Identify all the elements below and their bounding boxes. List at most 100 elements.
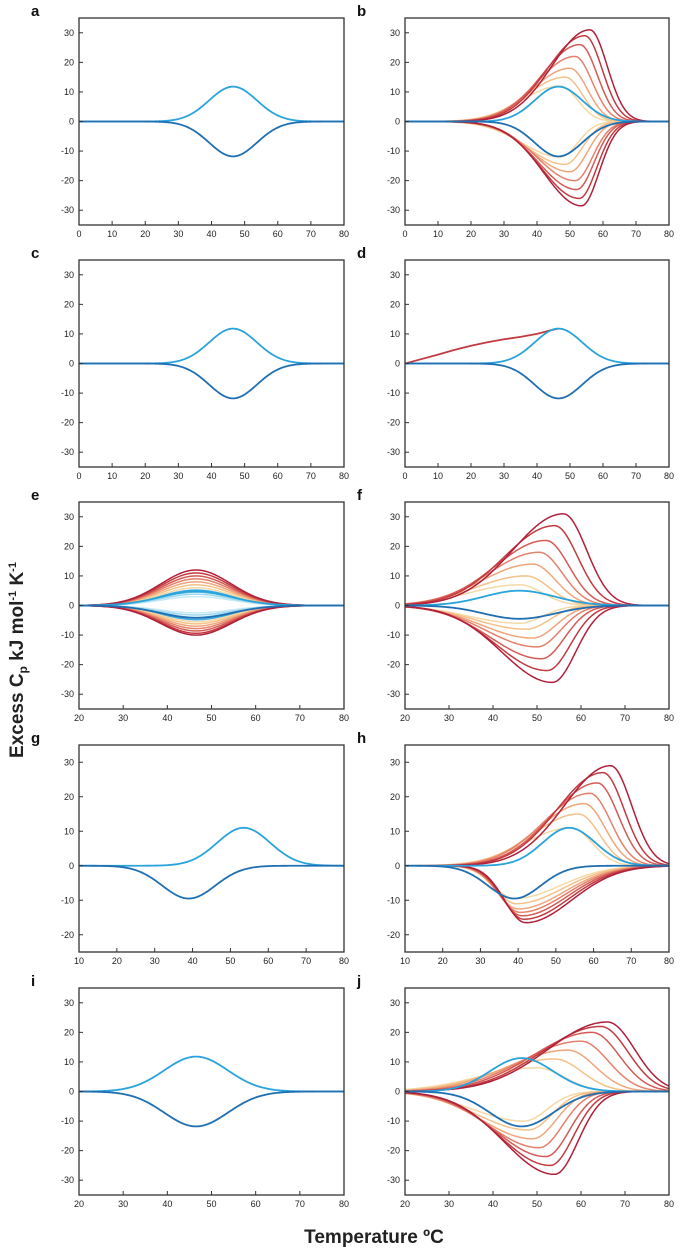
y-tick-label: 30 [390,270,400,280]
series-line-1 [79,1090,344,1128]
y-tick-label: -10 [387,630,400,640]
y-tick-label: 30 [64,512,74,522]
y-tick-label: 0 [395,117,400,127]
x-tick-label: 30 [118,713,128,723]
y-tick-label: 30 [390,757,400,767]
y-tick-label: 10 [390,571,400,581]
x-tick-label: 60 [251,713,261,723]
y-tick-label: -10 [61,388,74,398]
panel-c: c 0 10 20 30 40 50 60 70 80 -30 -20 -10 0 10 20 30 [31,245,349,481]
panel-i: i 20 30 40 50 60 70 80 -30 -20 -10 0 10 20 30 [31,973,349,1209]
x-tick-label: 80 [664,956,674,966]
y-tick-label: -20 [61,930,74,940]
panel-f: f 20 30 40 50 60 70 80 -30 -20 -10 0 10 20 30 [357,487,674,723]
plot-area-h [405,764,669,924]
x-tick-label: 80 [339,713,349,723]
x-tick-label: 0 [76,229,81,239]
x-tick-label: 50 [532,1199,542,1209]
panel-g: g 10 20 30 40 50 60 70 80 -20 -10 0 10 20 30 [31,730,349,966]
series-line-family-2 [405,67,669,123]
x-tick-label: 50 [551,956,561,966]
y-tick-label: 10 [64,87,74,97]
y-tick-label: -20 [387,1146,400,1156]
x-tick-label: 10 [107,229,117,239]
x-tick-label: 60 [576,1199,586,1209]
series-line-family-6 [405,513,669,607]
y-tick-label: 30 [64,28,74,38]
series-line-family-5 [405,34,669,123]
x-tick-label: 80 [664,471,674,481]
x-tick-label: 70 [295,713,305,723]
x-tick-label: 30 [173,471,183,481]
x-tick-label: 70 [620,713,630,723]
plot-area-i [79,1055,344,1128]
x-tick-label: 30 [499,229,509,239]
x-tick-label: 30 [475,956,485,966]
x-axis-title: Temperature ºC [304,1227,444,1248]
x-tick-label: 60 [273,229,283,239]
series-line-0 [405,327,559,365]
panel-j: j 20 30 40 50 60 70 80 -30 -20 -10 0 10 20 30 [356,973,674,1209]
y-tick-label: -30 [387,1175,400,1185]
series-line-1 [405,864,669,900]
x-tick-label: 70 [306,471,316,481]
y-tick-label: 30 [64,998,74,1008]
y-tick-label: 20 [390,299,400,309]
y-tick-label: 20 [64,299,74,309]
y-tick-label: 0 [395,601,400,611]
x-tick-label: 20 [140,229,150,239]
x-tick-label: 60 [576,713,586,723]
y-tick-label: -20 [387,176,400,186]
y-tick-label: 0 [69,1087,74,1097]
x-tick-label: 50 [532,713,542,723]
panel-e: e 20 30 40 50 60 70 80 -30 -20 -10 0 10 20 30 [31,487,349,723]
x-tick-label: 60 [589,956,599,966]
y-tick-label: 10 [64,826,74,836]
x-tick-label: 60 [263,956,273,966]
y-tick-label: 0 [395,1087,400,1097]
plot-area-c [79,327,344,400]
x-tick-label: 20 [438,956,448,966]
x-tick-label: 40 [162,713,172,723]
panel-letter-h: h [357,730,366,747]
series-line-1 [405,1090,669,1128]
y-tick-label: 30 [390,998,400,1008]
panel-h: h 10 20 30 40 50 60 70 80 -20 -10 0 10 20 30 [357,730,674,966]
x-tick-label: 80 [339,1199,349,1209]
series-line-0 [405,826,669,867]
series-line-family-5 [405,771,669,867]
x-tick-label: 30 [499,471,509,481]
x-tick-label: 50 [240,229,250,239]
y-tick-label: -30 [387,447,400,457]
y-tick-label: -10 [61,146,74,156]
y-tick-label: 20 [390,57,400,67]
y-tick-label: 10 [64,1057,74,1067]
plot-area-b [405,29,669,207]
panel-letter-d: d [357,245,366,262]
x-tick-label: 20 [466,471,476,481]
panel-letter-j: j [356,973,361,990]
y-tick-label: -20 [61,660,74,670]
y-tick-label: 20 [64,792,74,802]
y-tick-label: -20 [387,418,400,428]
y-tick-label: -20 [387,930,400,940]
x-tick-label: 80 [664,713,674,723]
y-tick-label: 20 [64,57,74,67]
series-line-1 [79,864,344,900]
series-line-0 [79,590,344,607]
series-line-0 [79,85,344,123]
x-tick-label: 20 [400,1199,410,1209]
series-line-family-0 [405,584,669,607]
x-tick-label: 10 [74,956,84,966]
y-tick-label: 30 [64,757,74,767]
x-tick-label: 20 [400,713,410,723]
x-tick-label: 30 [444,1199,454,1209]
x-tick-label: 20 [112,956,122,966]
y-tick-label: 10 [390,87,400,97]
x-tick-label: 70 [301,956,311,966]
x-tick-label: 20 [466,229,476,239]
panel-letter-a: a [31,3,40,20]
x-tick-label: 40 [206,229,216,239]
y-axis-title: Excess Cp kJ mol-1 K-1 [7,562,30,758]
x-tick-label: 50 [565,471,575,481]
